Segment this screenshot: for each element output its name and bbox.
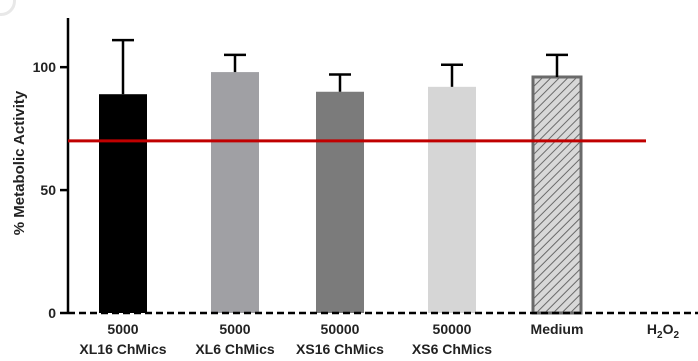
y-tick-label: 100: [33, 59, 57, 75]
bar-2: [316, 91, 364, 313]
bar-4: [531, 75, 583, 315]
x-tick-label: 5000: [219, 321, 250, 337]
x-tick-label: 50000: [321, 321, 360, 337]
x-tick-label-line2: XS6 ChMics: [412, 341, 492, 357]
bar-3: [428, 86, 476, 313]
x-tick-label-line2: XS16 ChMics: [296, 341, 384, 357]
x-tick-label: Medium: [531, 321, 584, 337]
x-tick-label-line2: XL6 ChMics: [195, 341, 275, 357]
y-tick-label: 0: [48, 305, 56, 321]
bar-0: [99, 94, 147, 313]
x-tick-label: 5000: [107, 321, 138, 337]
bar-1: [211, 72, 259, 313]
y-axis-title: % Metabolic Activity: [11, 90, 28, 235]
x-tick-label-line2: XL16 ChMics: [79, 341, 166, 357]
y-tick-label: 50: [40, 182, 56, 198]
x-tick-label: 50000: [433, 321, 472, 337]
x-tick-label: H2O2: [647, 321, 680, 341]
